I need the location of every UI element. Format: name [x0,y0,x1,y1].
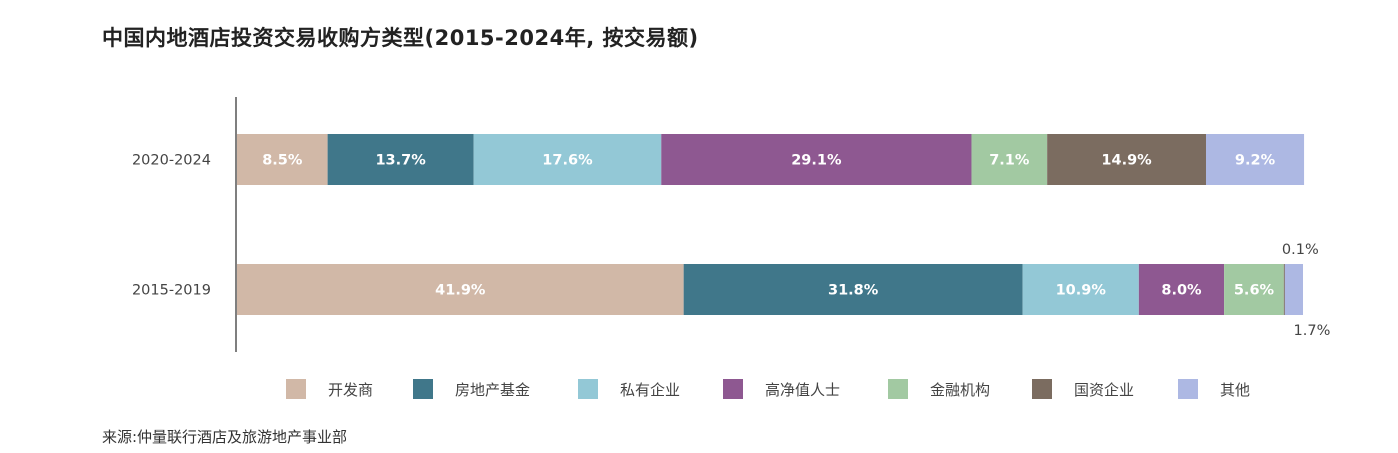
data-label-outside: 1.7% [1294,323,1331,339]
legend-label: 房地产基金 [455,381,530,399]
legend-label: 国资企业 [1074,381,1134,399]
bar-segment [1205,134,1305,185]
bar-segment [1022,264,1139,315]
data-label: 8.0% [1161,283,1202,299]
legend-swatch [888,379,908,399]
legend-swatch [413,379,433,399]
data-label: 10.9% [1056,283,1107,299]
bar-segment [237,134,328,185]
bar-segment [1138,264,1225,315]
bar-segment [661,134,972,185]
bar-segment [683,264,1023,315]
legend-swatch [578,379,598,399]
data-label: 41.9% [435,283,486,299]
legend-swatch [1178,379,1198,399]
bar-segment [473,134,662,185]
legend-label: 开发商 [328,381,373,399]
bar-segment [1047,134,1206,185]
data-label: 5.6% [1234,283,1275,299]
legend-label: 金融机构 [930,381,990,399]
source-note: 来源:仲量联行酒店及旅游地产事业部 [102,428,348,446]
data-label: 13.7% [375,153,426,169]
legend-label: 其他 [1220,381,1250,399]
category-label: 2020-2024 [132,153,211,169]
bar-segment [1284,264,1303,315]
data-label: 31.8% [828,283,879,299]
data-label-outside: 0.1% [1282,242,1319,258]
data-label: 29.1% [791,153,842,169]
legend-swatch [286,379,306,399]
legend-label: 私有企业 [620,381,680,399]
legend-swatch [723,379,743,399]
data-label: 14.9% [1101,153,1152,169]
bar-segment [1224,264,1284,315]
data-label: 8.5% [262,153,303,169]
legend-label: 高净值人士 [765,381,840,399]
bar-segment [971,134,1048,185]
data-label: 7.1% [989,153,1030,169]
bar-segment [1283,264,1285,315]
bar-segment [237,264,684,315]
legend-swatch [1032,379,1052,399]
data-label: 9.2% [1235,153,1276,169]
data-label: 17.6% [542,153,593,169]
bar-segment [327,134,474,185]
category-label: 2015-2019 [132,283,211,299]
chart-title: 中国内地酒店投资交易收购方类型(2015-2024年, 按交易额) [102,26,699,50]
